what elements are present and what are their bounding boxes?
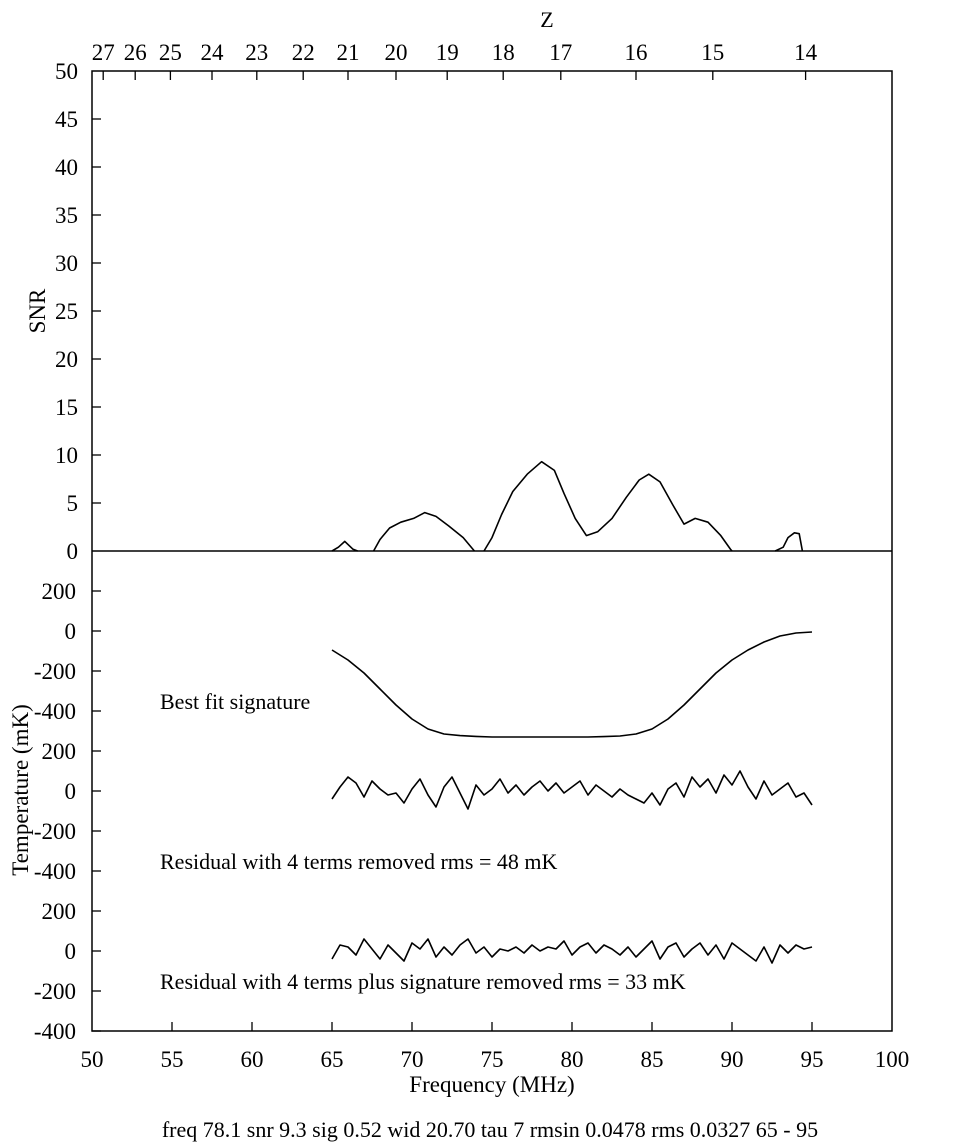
top-axis-tick-label: 17 [549,40,572,65]
snr-y-tick-label: 0 [67,539,79,564]
top-axis-tick-label: 25 [159,40,182,65]
top-axis-tick-label: 20 [385,40,408,65]
snr-y-axis-title: SNR [25,288,50,333]
x-axis-tick-label: 50 [81,1047,104,1072]
series-label-residual-4-terms-plus-signature: Residual with 4 terms plus signature rem… [160,969,686,994]
top-axis-tick-label: 21 [337,40,360,65]
top-axis-tick-label: 27 [92,40,115,65]
snr-series [331,460,804,552]
temperature-y-tick-label: -200 [34,659,76,684]
temperature-series [331,631,813,964]
x-axis-tick-label: 65 [321,1047,344,1072]
x-axis-tick-label: 60 [241,1047,264,1072]
snr-y-tick-label: 40 [55,155,78,180]
series-label-best-fit: Best fit signature [160,689,310,714]
fit-parameters-footer: freq 78.1 snr 9.3 sig 0.52 wid 20.70 tau… [162,1117,818,1142]
temperature-y-tick-label: 0 [65,779,77,804]
x-axis-tick-label: 70 [401,1047,424,1072]
temperature-y-axis-ticks: 200 0 -200 -400 200 0 -200 -400 200 0 -200 -400 [34,579,101,1044]
snr-curve-segment [774,532,804,552]
residual-4-terms-curve [331,770,813,810]
top-axis-ticks: 27 26 25 24 23 22 21 20 19 18 17 16 15 14 [92,40,818,80]
x-axis-tick-label: 90 [721,1047,744,1072]
x-axis-tick-label: 100 [875,1047,910,1072]
x-axis-tick-label: 80 [561,1047,584,1072]
temperature-y-tick-label: -200 [34,819,76,844]
x-axis-title: Frequency (MHz) [409,1072,574,1097]
snr-y-tick-label: 5 [67,491,79,516]
x-axis-tick-label: 75 [481,1047,504,1072]
x-axis-tick-label: 55 [161,1047,184,1072]
top-axis-tick-label: 19 [436,40,459,65]
temperature-y-tick-label: -400 [34,859,76,884]
temperature-y-tick-label: 200 [42,579,77,604]
snr-y-tick-label: 30 [55,251,78,276]
top-axis-tick-label: 14 [794,40,818,65]
top-axis-tick-label: 26 [124,40,147,65]
top-axis-tick-label: 15 [701,40,724,65]
temperature-y-tick-label: -400 [34,699,76,724]
top-axis-tick-label: 23 [245,40,268,65]
snr-y-tick-label: 10 [55,443,78,468]
temperature-y-tick-label: 200 [42,899,77,924]
temperature-y-tick-label: 0 [65,619,77,644]
x-axis-tick-label: 95 [801,1047,824,1072]
snr-y-tick-label: 50 [55,59,78,84]
snr-y-tick-label: 25 [55,299,78,324]
top-axis-tick-label: 16 [625,40,648,65]
top-axis-title: Z [540,7,553,32]
best-fit-signature-curve [331,631,813,738]
temperature-y-tick-label: -400 [34,1019,76,1044]
snr-curve-segment [372,511,476,552]
temperature-y-tick-label: 0 [65,939,77,964]
snr-y-tick-label: 45 [55,107,78,132]
temperature-y-tick-label: -200 [34,979,76,1004]
top-axis-tick-label: 22 [292,40,315,65]
top-axis-tick-label: 18 [492,40,515,65]
snr-curve-segment [483,460,733,552]
top-axis-tick-label: 24 [201,40,225,65]
series-label-residual-4-terms: Residual with 4 terms removed rms = 48 m… [160,849,557,874]
temperature-y-axis-title: Temperature (mK) [8,704,33,875]
snr-y-tick-label: 15 [55,395,78,420]
snr-y-tick-label: 20 [55,347,78,372]
snr-y-tick-label: 35 [55,203,78,228]
snr-curve-segment [331,540,358,552]
residual-4-terms-plus-signature-curve [331,938,813,964]
x-axis-tick-label: 85 [641,1047,664,1072]
x-axis-ticks: 50 55 60 65 70 75 80 85 90 95 100 [81,1022,910,1072]
temperature-y-tick-label: 200 [42,739,77,764]
